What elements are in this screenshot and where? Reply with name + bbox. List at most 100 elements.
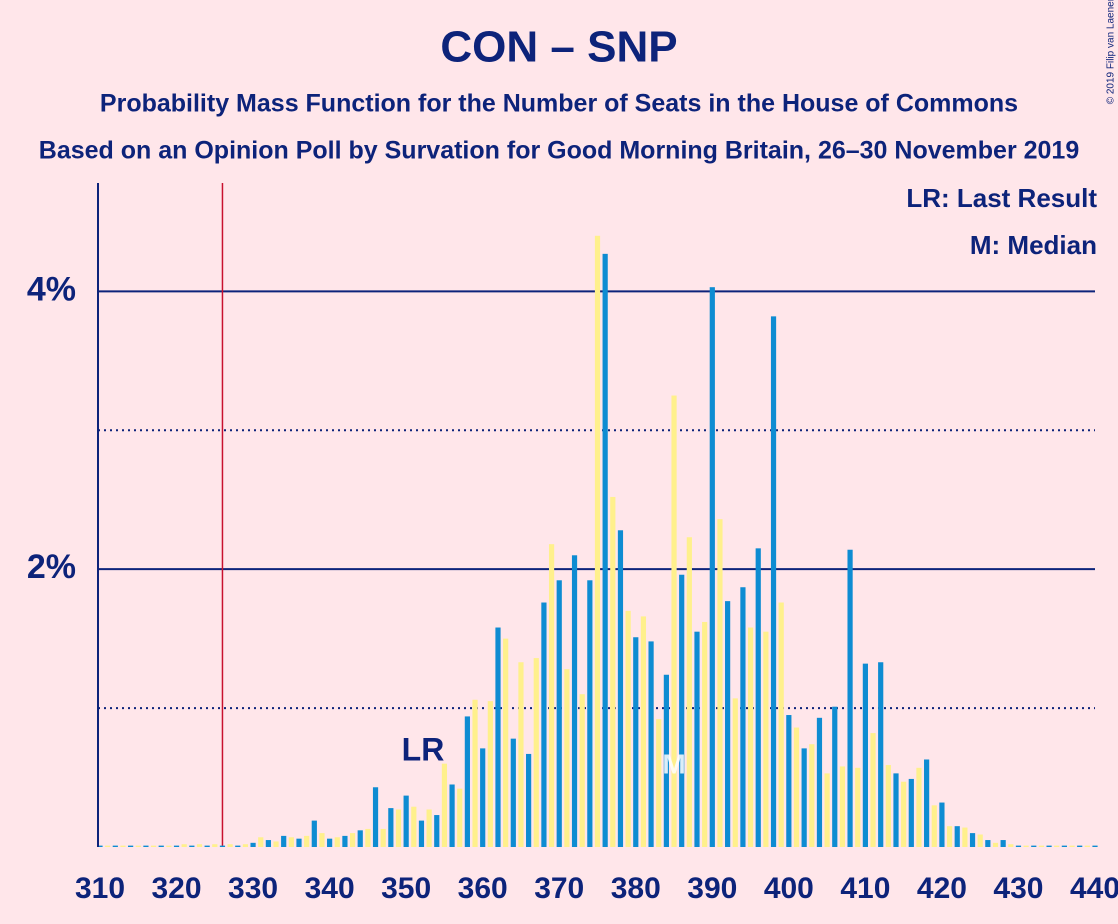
bar — [150, 845, 157, 847]
bar — [587, 580, 593, 847]
bar — [977, 834, 983, 847]
bar — [1061, 845, 1067, 847]
bar — [702, 621, 708, 847]
bar — [548, 544, 555, 847]
y-tick-label: 2% — [27, 548, 76, 586]
bar — [969, 833, 976, 847]
bar — [816, 717, 823, 847]
bar — [556, 580, 562, 847]
bar — [740, 587, 746, 847]
bar — [732, 698, 738, 847]
bar — [135, 845, 141, 847]
bar — [1054, 845, 1060, 847]
bar — [824, 773, 830, 847]
bar — [617, 530, 624, 847]
legend-text: LR: Last Result — [906, 183, 1097, 213]
bar — [908, 778, 914, 847]
bar — [648, 641, 654, 847]
bar — [128, 845, 134, 847]
bar — [1077, 845, 1083, 847]
bar — [564, 669, 570, 847]
bar — [633, 637, 639, 847]
bar — [120, 845, 126, 847]
x-tick-label: 400 — [764, 872, 814, 905]
bar — [1000, 840, 1006, 847]
bar — [311, 820, 317, 847]
bar — [541, 602, 547, 847]
subtitle: Probability Mass Function for the Number… — [100, 90, 1018, 118]
bar — [158, 845, 164, 847]
bar — [610, 496, 616, 847]
bar — [342, 835, 348, 847]
bar — [793, 727, 800, 847]
bar — [862, 663, 868, 847]
x-tick-label: 360 — [458, 872, 508, 905]
bar — [403, 795, 409, 847]
bar — [1031, 845, 1037, 847]
bar — [778, 602, 784, 847]
x-tick-label: 310 — [75, 872, 125, 905]
bar — [855, 767, 861, 847]
bar — [694, 631, 700, 847]
bar — [725, 601, 731, 847]
bar — [281, 835, 287, 847]
bar — [533, 658, 539, 847]
bar — [924, 759, 930, 847]
bar — [495, 627, 501, 847]
bar — [832, 706, 838, 847]
bar — [441, 763, 448, 847]
bar — [663, 674, 669, 847]
copyright: © 2019 Filip van Laenen — [1106, 0, 1117, 104]
x-tick-label: 420 — [917, 872, 967, 905]
bar — [526, 753, 532, 847]
bar — [426, 809, 432, 847]
bar — [671, 395, 677, 847]
bar — [235, 845, 241, 847]
bar — [327, 838, 333, 847]
bar — [464, 716, 470, 847]
bar — [372, 787, 379, 847]
x-tick-label: 390 — [687, 872, 737, 905]
bar — [357, 830, 363, 847]
x-tick-label: 320 — [152, 872, 202, 905]
bar — [1084, 845, 1090, 847]
bar — [992, 842, 999, 847]
bar — [1046, 845, 1052, 847]
bar — [304, 835, 310, 847]
bar — [319, 833, 325, 847]
y-tick-label: 4% — [27, 270, 76, 308]
bar — [809, 744, 815, 847]
bar — [411, 806, 417, 847]
bar — [166, 845, 172, 847]
bar — [434, 815, 440, 847]
bar — [946, 826, 953, 847]
bar — [143, 845, 149, 847]
bar — [1023, 845, 1029, 847]
bar — [709, 287, 715, 848]
bar — [510, 738, 516, 847]
bar — [656, 719, 662, 847]
bar — [503, 638, 509, 847]
x-tick-label: 330 — [228, 872, 278, 905]
bar — [480, 748, 486, 847]
bar — [173, 845, 180, 847]
bar — [931, 805, 937, 847]
x-tick-label: 410 — [840, 872, 890, 905]
bar — [250, 842, 256, 847]
bar — [878, 662, 884, 847]
x-tick-label: 430 — [993, 872, 1043, 905]
bar — [196, 844, 203, 847]
bar — [487, 701, 493, 847]
bar — [105, 845, 111, 847]
bar — [112, 845, 118, 847]
chart-title: CON – SNP — [440, 23, 677, 72]
bar — [181, 844, 187, 847]
bar — [334, 837, 340, 847]
bar — [1008, 844, 1014, 847]
bar — [349, 833, 356, 847]
bar — [579, 694, 585, 847]
bar — [770, 316, 777, 847]
bar — [747, 627, 754, 847]
x-tick-label: 370 — [534, 872, 584, 905]
x-tick-label: 380 — [611, 872, 661, 905]
